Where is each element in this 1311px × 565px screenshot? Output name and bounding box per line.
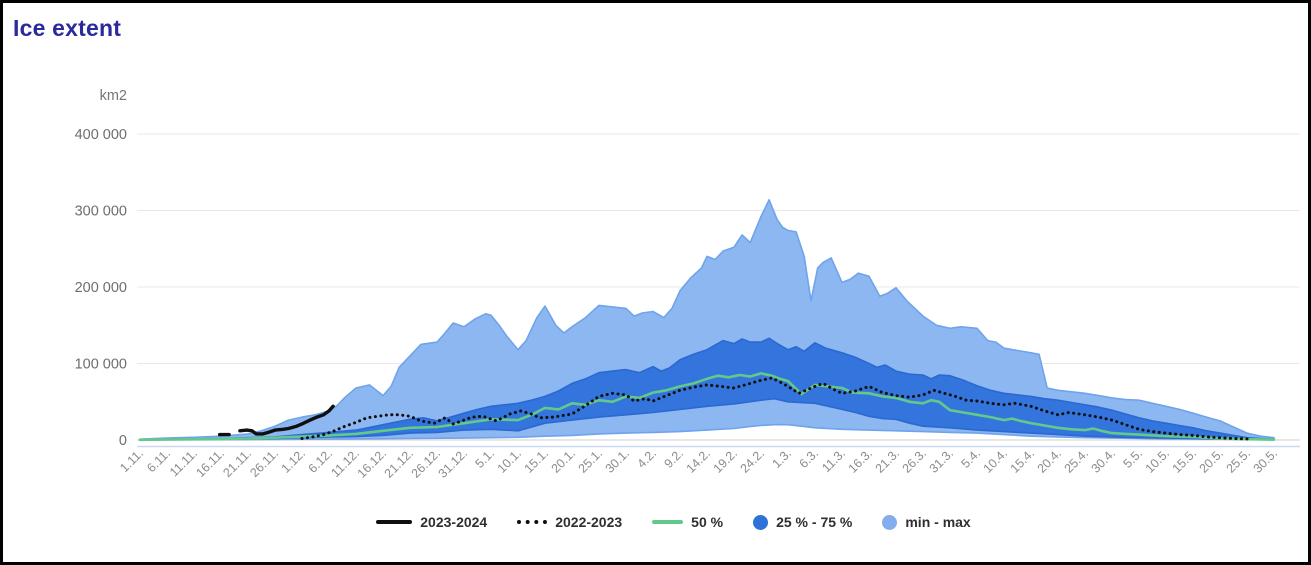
legend-label: 2022-2023 [555, 514, 623, 530]
x-axis-tick-label: 11.3. [819, 446, 848, 475]
x-axis-tick-label: 21.12. [382, 446, 416, 480]
x-axis-tick-label: 20.1. [549, 446, 579, 476]
x-axis-tick-label: 21.3. [873, 446, 903, 476]
legend-item-2022-2023[interactable]: 2022-2023 [517, 514, 622, 530]
chart-title: Ice extent [13, 15, 122, 41]
x-axis-tick-label: 19.2. [711, 446, 741, 476]
x-axis-tick-label: 26.11. [247, 446, 281, 480]
x-axis-tick-label: 15.4. [1008, 446, 1038, 476]
band-25-75- [139, 337, 1275, 441]
x-axis-tick-label: 11.11. [167, 446, 200, 479]
x-axis-tick-label: 10.4. [981, 446, 1011, 476]
x-axis-tick-label: 31.3. [927, 446, 957, 476]
x-axis-tick-label: 1.11. [117, 446, 146, 475]
x-axis-tick-label: 5.5. [1120, 446, 1145, 471]
x-axis-tick-label: 21.11. [220, 446, 254, 480]
x-axis-tick-label: 5.1. [472, 446, 497, 471]
x-axis-tick-label: 10.1. [495, 446, 525, 476]
band-min-max [139, 199, 1275, 441]
legend-swatch-25-75- [753, 514, 769, 530]
x-axis-tick-label: 16.3. [846, 446, 876, 476]
x-axis-tick-label: 16.12. [355, 446, 389, 480]
x-axis-tick-label: 15.5. [1170, 446, 1200, 476]
x-axis-tick-label: 25.1. [576, 446, 606, 476]
x-axis-tick-label: 26.3. [900, 446, 930, 476]
legend-label: 2023-2024 [420, 514, 488, 530]
y-axis-unit-label: km2 [100, 88, 127, 104]
x-axis-tick-label: 1.3. [769, 446, 794, 471]
x-axis-tick-label: 16.11. [193, 446, 227, 480]
chart-legend: 2023-2024 2022-2023 50 % 25 % - 75 % min - m… [3, 506, 1308, 538]
legend-swatch-2023-2024 [376, 520, 413, 524]
y-axis-tick-label: 0 [119, 433, 127, 449]
x-axis-tick-label: 9.2. [661, 446, 686, 471]
x-axis-tick-label: 31.12. [436, 446, 470, 480]
x-axis-tick-label: 24.2. [738, 446, 768, 476]
legend-label: 50 % [691, 514, 724, 530]
legend-item-2023-2024[interactable]: 2023-2024 [376, 514, 487, 530]
y-axis-tick-label: 400 000 [75, 127, 127, 143]
legend-swatch-min-max [882, 514, 898, 530]
line-2022-2023 [300, 376, 1249, 441]
x-axis-tick-label: 30.4. [1089, 446, 1119, 476]
x-axis-tick-label: 11.12. [328, 446, 362, 480]
x-axis-tick-label: 5.4. [958, 446, 983, 471]
x-axis-tick-label: 25.4. [1062, 446, 1092, 476]
x-axis-tick-label: 26.12. [409, 446, 443, 480]
x-axis-tick-label: 30.5. [1251, 446, 1281, 476]
gridlines: 400 000 300 000 200 000 100 000 0 [75, 127, 1300, 449]
x-axis-tick-label: 1.12. [279, 446, 309, 476]
x-axis: 1.11.6.11.11.11.16.11.21.11.26.11.1.12.6… [117, 446, 1280, 480]
line-50- [138, 372, 1276, 442]
x-axis-tick-label: 4.2. [634, 446, 659, 471]
legend-label: min - max [905, 514, 971, 530]
x-axis-tick-label: 20.5. [1197, 446, 1227, 476]
x-axis-tick-label: 15.1. [522, 446, 552, 476]
x-axis-tick-label: 30.1. [603, 446, 633, 476]
line-2023-2024 [238, 404, 335, 436]
y-axis-tick-label: 100 000 [75, 357, 127, 373]
y-axis-tick-label: 200 000 [75, 280, 127, 296]
x-axis-tick-label: 20.4. [1035, 446, 1065, 476]
legend-item-25-75-[interactable]: 25 % - 75 % [753, 514, 852, 530]
x-axis-tick-label: 25.5. [1224, 446, 1254, 476]
x-axis-tick-label: 10.5. [1143, 446, 1173, 476]
legend-swatch-50- [652, 520, 684, 524]
y-axis-tick-label: 300 000 [75, 204, 127, 220]
x-axis-tick-label: 14.2. [684, 446, 714, 476]
legend-label: 25 % - 75 % [776, 514, 853, 530]
x-axis-tick-label: 6.3. [796, 446, 821, 471]
legend-swatch-2022-2023 [517, 520, 548, 524]
legend-item-50-[interactable]: 50 % [652, 514, 723, 530]
legend-item-min-max[interactable]: min - max [882, 514, 971, 530]
